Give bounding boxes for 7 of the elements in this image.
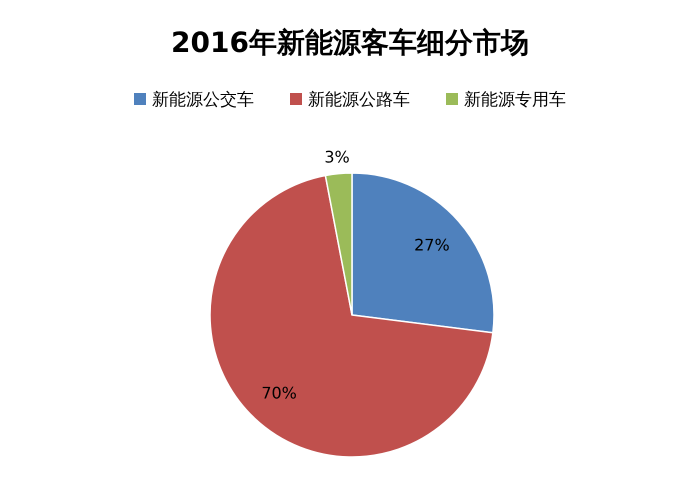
legend-label: 新能源公路车 [308,90,410,110]
chart-title: 2016年新能源客车细分市场 [171,26,529,59]
data-label: 3% [324,148,350,167]
legend-label: 新能源公交车 [152,90,254,110]
data-label: 70% [261,384,297,403]
legend-label: 新能源专用车 [464,90,566,110]
data-label: 27% [414,236,450,255]
